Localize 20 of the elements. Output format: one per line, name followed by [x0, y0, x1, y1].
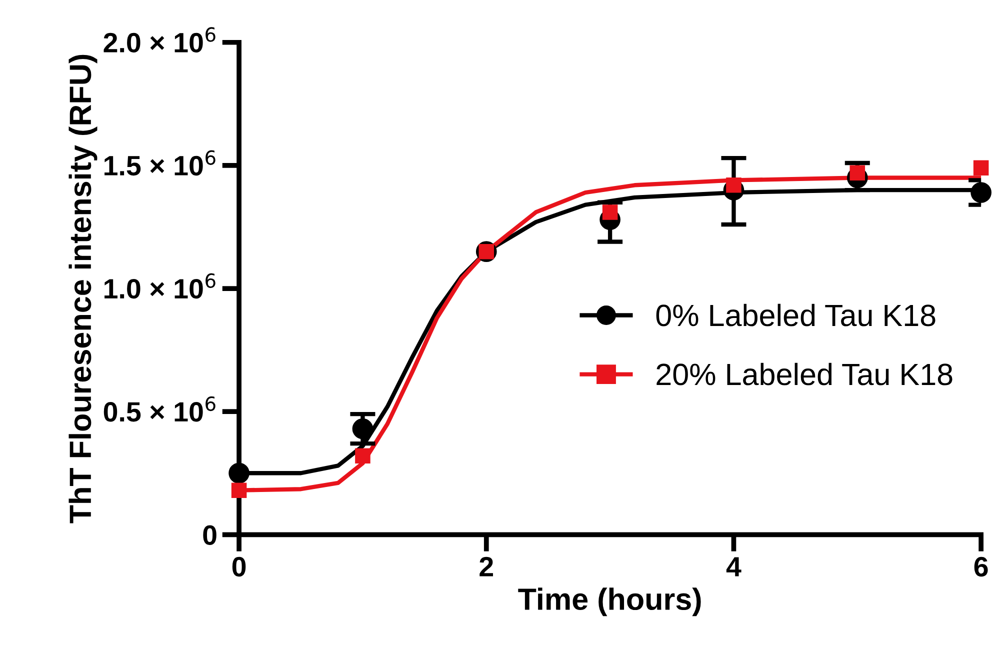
x-tick-label: 4	[726, 557, 742, 576]
y-axis-title: ThT Flouresence intensity (RFU)	[68, 54, 98, 524]
y-tick-label: 1.5 × 10$^{6}$	[104, 150, 216, 176]
point	[602, 204, 618, 220]
x-axis-title: Time (hours)	[518, 588, 701, 616]
point	[355, 448, 370, 464]
point	[228, 462, 250, 484]
y-tick-label: 0.5 × 10$^{6}$	[104, 396, 216, 422]
x-tick-label: 2	[480, 556, 493, 576]
legend-label: 20% Labeled Tau K18	[656, 362, 952, 386]
point	[352, 418, 374, 440]
legend-label: 0% Labeled Tau K18	[656, 304, 936, 326]
y-tick-label: 0	[203, 525, 216, 545]
point	[970, 182, 992, 203]
y-tick-label: 2.0 × 10$^{6}$	[104, 27, 216, 53]
y-tick-label: 1.0 × 10$^{6}$	[104, 273, 216, 299]
point	[973, 160, 989, 176]
point	[231, 482, 247, 498]
x-tick-label: 0	[232, 556, 246, 577]
x-tick-label: 6	[974, 556, 988, 577]
